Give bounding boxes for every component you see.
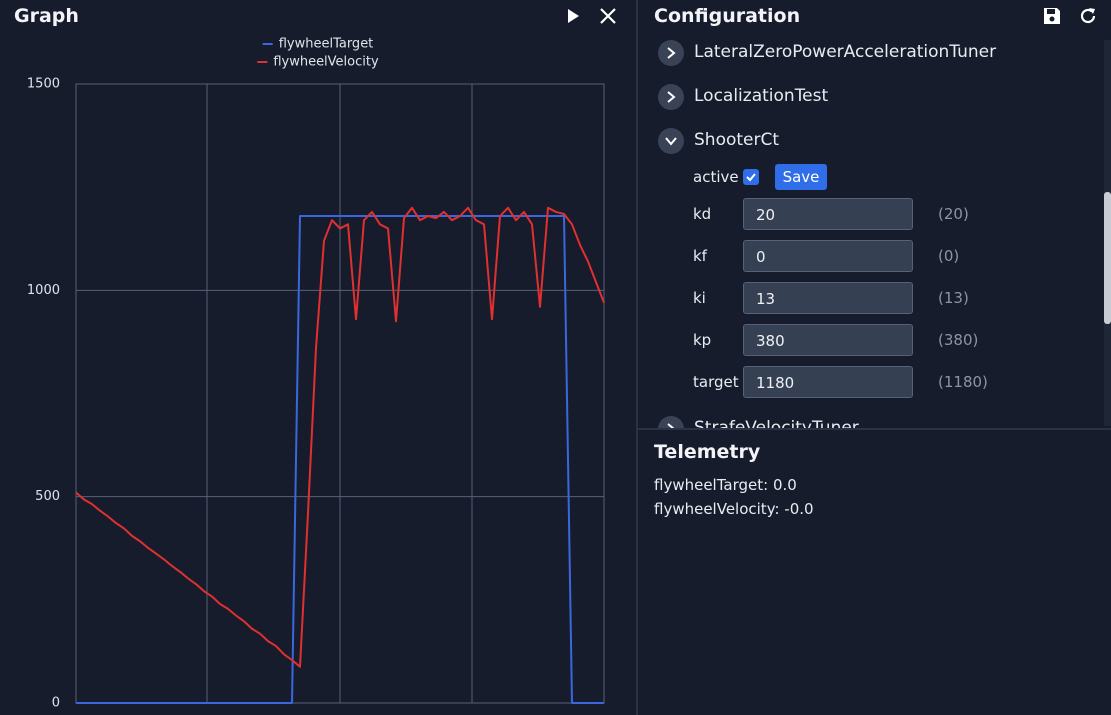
field-current: (380)	[938, 331, 979, 349]
chevron-icon	[667, 47, 676, 59]
expand-toggle[interactable]	[658, 128, 684, 154]
legend-label: flywheelVelocity	[273, 55, 379, 70]
play-button[interactable]	[564, 7, 582, 25]
field-current: (0)	[938, 247, 960, 265]
telemetry-line: flywheelTarget: 0.0	[654, 476, 797, 494]
config-item[interactable]: StrafeVelocityTuner	[694, 418, 859, 428]
divider	[638, 428, 1111, 430]
legend-item: flywheelTarget	[262, 37, 374, 52]
field-input[interactable]: 13	[743, 282, 913, 314]
y-tick-label: 500	[35, 489, 60, 504]
field-input[interactable]: 20	[743, 198, 913, 230]
telemetry-title: Telemetry	[654, 441, 761, 463]
graph-title: Graph	[14, 5, 79, 27]
telemetry-line: flywheelVelocity: -0.0	[654, 500, 814, 518]
config-item[interactable]: LocalizationTest	[694, 86, 829, 106]
legend-item: flywheelVelocity	[257, 55, 379, 70]
field-current: (1180)	[938, 373, 988, 391]
field-current: (20)	[938, 205, 969, 223]
chevron-icon	[667, 91, 676, 103]
close-button[interactable]	[599, 7, 617, 25]
field-input[interactable]: 1180	[743, 366, 913, 398]
scrollbar	[1104, 40, 1111, 426]
chevron-icon	[665, 137, 677, 146]
series-line	[76, 215, 604, 704]
y-tick-label: 0	[52, 696, 60, 711]
scrollbar-thumb	[1104, 192, 1111, 324]
legend-label: flywheelTarget	[279, 37, 374, 52]
field-label: target	[693, 373, 739, 391]
config-title: Configuration	[654, 5, 801, 27]
graph-panel: Graph 0 500 1000 1500 flywheelTarget flywheel…	[14, 5, 617, 711]
field-input[interactable]: 380	[743, 324, 913, 356]
plot-frame	[75, 83, 605, 704]
field-label: ki	[693, 289, 706, 307]
chevron-icon	[667, 423, 675, 428]
config-panel: Configuration LateralZeroPowerAccelerati…	[638, 0, 1111, 715]
divider	[636, 0, 638, 715]
y-tick-label: 1000	[27, 283, 60, 298]
expand-toggle[interactable]	[658, 416, 684, 428]
config-item[interactable]: LateralZeroPowerAccelerationTuner	[694, 42, 997, 62]
config-item[interactable]: ShooterCt	[694, 130, 780, 150]
field-label: kf	[693, 247, 707, 265]
expand-toggle[interactable]	[658, 40, 684, 66]
field-label: kp	[693, 331, 712, 349]
save-button[interactable]: Save	[775, 164, 827, 190]
chart: 0 500 1000 1500 flywheelTarget flywheelVeloci…	[27, 37, 605, 711]
field-current: (13)	[938, 289, 969, 307]
field-label: kd	[693, 205, 712, 223]
active-label: active	[693, 168, 739, 186]
field-input[interactable]: 0	[743, 240, 913, 272]
refresh-icon[interactable]	[1078, 6, 1098, 26]
config-list: LateralZeroPowerAccelerationTuner Localiz…	[638, 34, 1111, 428]
save-icon[interactable]	[1042, 6, 1062, 26]
y-tick-label: 1500	[27, 77, 60, 92]
active-checkbox[interactable]	[743, 169, 759, 185]
series-line	[75, 206, 605, 668]
expand-toggle[interactable]	[658, 84, 684, 110]
